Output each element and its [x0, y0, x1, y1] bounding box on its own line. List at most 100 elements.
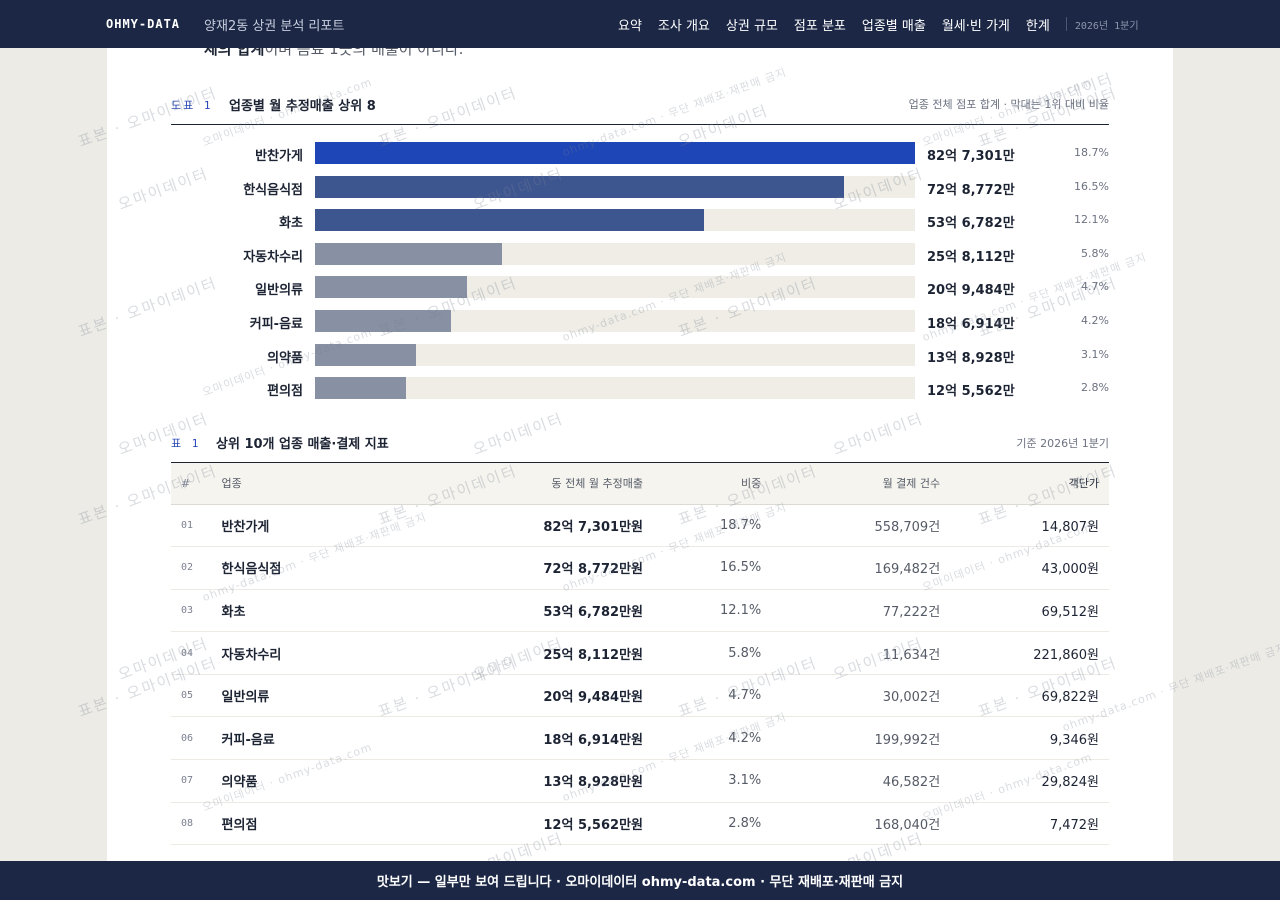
- bar-track: [315, 209, 915, 232]
- bar-value-label: 82억 7,301만: [927, 149, 1015, 164]
- cell-avg-ticket: 69,822원: [940, 674, 1109, 718]
- nav-summary[interactable]: 요약: [618, 18, 642, 34]
- bar-share-label: 3.1%: [1081, 347, 1109, 361]
- cell-industry: 한식음식점: [221, 546, 424, 590]
- cell-rank: 03: [171, 589, 222, 633]
- table-row: 01 반찬가게 82억 7,301만원 18.7% 558,709건 14,807원: [171, 504, 1109, 548]
- cell-rank: 01: [171, 504, 222, 548]
- figure-note: 업종 전체 점포 합계 · 막대는 1위 대비 비율: [908, 98, 1109, 111]
- table-row: 03 화초 53억 6,782만원 12.1% 77,222건 69,512원: [171, 589, 1109, 633]
- bar-share-label: 12.1%: [1074, 213, 1109, 227]
- cell-transactions: 168,040건: [761, 802, 941, 846]
- bar-row: 편의점 12억 5,562만 2.8%: [171, 377, 1109, 400]
- cell-share: 12.1%: [643, 589, 762, 633]
- cell-share: 2.8%: [643, 802, 762, 846]
- bar-track: [315, 242, 915, 265]
- cell-transactions: 558,709건: [761, 504, 941, 548]
- bar-row: 의약품 13억 8,928만 3.1%: [171, 343, 1109, 366]
- cell-share: 18.7%: [643, 504, 762, 548]
- cell-transactions: 30,002건: [761, 674, 941, 718]
- report-page: 체의 합계이며 음료 1곳의 매출이 아니다. 도표 1 업종별 월 추정매출 …: [107, 48, 1173, 861]
- bar-row: 커피-음료 18억 6,914만 4.2%: [171, 310, 1109, 332]
- table-header: 표 1 상위 10개 업종 매출·결제 지표 기준 2026년 1분기: [171, 433, 1109, 463]
- cell-transactions: 169,482건: [761, 546, 941, 590]
- cell-avg-ticket: 69,512원: [940, 589, 1109, 633]
- brand-logo[interactable]: OHMY-DATA: [106, 17, 181, 31]
- cell-monthly-sales: 25억 8,112만원: [423, 631, 643, 675]
- bar-track: [315, 175, 915, 198]
- bar-track: [315, 142, 915, 164]
- cell-rank: 06: [171, 716, 222, 761]
- cell-avg-ticket: 43,000원: [940, 546, 1109, 590]
- bar-value-label: 25억 8,112만: [927, 249, 1015, 265]
- bar-share-label: 2.8%: [1081, 381, 1109, 395]
- cell-monthly-sales: 13억 8,928만원: [423, 759, 643, 803]
- nav-limitations[interactable]: 한계: [1025, 18, 1050, 34]
- table-title: 상위 10개 업종 매출·결제 지표: [216, 437, 389, 452]
- top-nav-bar: OHMY-DATA 양재2동 상권 분석 리포트 요약 조사 개요 상권 규모 …: [0, 0, 1280, 48]
- bar-row: 일반의류 20억 9,484만 4.7%: [171, 276, 1109, 299]
- bar: [315, 209, 705, 232]
- bar-value-label: 13억 8,928만: [927, 350, 1015, 366]
- bar-row: 반찬가게 82억 7,301만 18.7%: [171, 142, 1109, 164]
- cell-rank: 05: [171, 674, 222, 718]
- nav-sales-by-industry[interactable]: 업종별 매출: [861, 18, 926, 34]
- cell-monthly-sales: 18억 6,914만원: [423, 716, 643, 761]
- bar: [315, 276, 467, 299]
- bar-category-label: 일반의류: [255, 283, 303, 299]
- bar-track: [315, 377, 915, 400]
- cell-rank: 08: [171, 802, 222, 846]
- bar-category-label: 한식음식점: [243, 182, 303, 198]
- cell-transactions: 11,634건: [761, 631, 941, 675]
- nav-survey-overview[interactable]: 조사 개요: [657, 18, 710, 34]
- bar-track: [315, 310, 915, 332]
- bar: [315, 242, 503, 265]
- col-rank: #: [171, 463, 222, 505]
- col-avg-ticket: 객단가: [940, 463, 1109, 505]
- table-body: 01 반찬가게 82억 7,301만원 18.7% 558,709건 14,807원 02 한…: [171, 504, 1109, 846]
- bar-value-label: 72억 8,772만: [927, 182, 1015, 198]
- bar-category-label: 커피-음료: [249, 317, 303, 332]
- cell-share: 4.7%: [643, 674, 762, 718]
- cell-industry: 반찬가게: [221, 504, 424, 548]
- col-monthly-sales: 동 전체 월 추정매출: [423, 463, 643, 505]
- bar: [315, 142, 915, 164]
- col-industry: 업종: [221, 463, 424, 505]
- nav-rent-vacancy[interactable]: 월세·빈 가게: [941, 18, 1010, 34]
- bar-value-label: 12억 5,562만: [927, 384, 1015, 400]
- cell-avg-ticket: 9,346원: [940, 716, 1109, 761]
- bar-track: [315, 276, 915, 299]
- bar-value-label: 18억 6,914만: [927, 317, 1015, 332]
- bar: [315, 343, 416, 366]
- bar-row: 한식음식점 72억 8,772만 16.5%: [171, 175, 1109, 198]
- bar: [315, 310, 451, 332]
- bar-track: [315, 343, 915, 366]
- bar-share-label: 18.7%: [1074, 146, 1109, 159]
- bar-share-label: 4.2%: [1081, 314, 1109, 327]
- table-note: 기준 2026년 1분기: [1016, 437, 1109, 450]
- table-row: 05 일반의류 20억 9,484만원 4.7% 30,002건 69,822원: [171, 674, 1109, 718]
- table-header-row: # 업종 동 전체 월 추정매출 비중 월 결제 건수 객단가: [171, 463, 1109, 505]
- cell-industry: 의약품: [221, 759, 424, 803]
- cell-industry: 편의점: [221, 802, 424, 846]
- bar-category-label: 의약품: [267, 350, 303, 366]
- bar-value-label: 20억 9,484만: [927, 283, 1015, 299]
- preview-banner: 맛보기 — 일부만 보여 드립니다 · 오마이데이터 ohmy-data.com…: [0, 861, 1280, 900]
- report-title: 양재2동 상권 분석 리포트: [204, 18, 345, 34]
- industry-metrics-table: # 업종 동 전체 월 추정매출 비중 월 결제 건수 객단가 01 반찬가게 82…: [171, 463, 1109, 846]
- intro-bold-text: 체의 합계: [204, 48, 265, 58]
- col-transactions: 월 결제 건수: [761, 463, 941, 505]
- bar-category-label: 화초: [279, 216, 303, 232]
- cell-industry: 화초: [221, 589, 424, 633]
- cell-transactions: 77,222건: [761, 589, 941, 633]
- nav-store-distribution[interactable]: 점포 분포: [793, 18, 846, 34]
- cell-monthly-sales: 72억 8,772만원: [423, 546, 643, 590]
- cell-transactions: 199,992건: [761, 716, 941, 761]
- cell-monthly-sales: 82억 7,301만원: [423, 504, 643, 548]
- cell-monthly-sales: 12억 5,562만원: [423, 802, 643, 846]
- cell-rank: 04: [171, 631, 222, 675]
- figure-tag: 도표 1: [171, 99, 213, 112]
- nav-market-size[interactable]: 상권 규모: [725, 18, 778, 34]
- bar-share-label: 5.8%: [1081, 246, 1109, 260]
- cell-industry: 커피-음료: [221, 716, 424, 761]
